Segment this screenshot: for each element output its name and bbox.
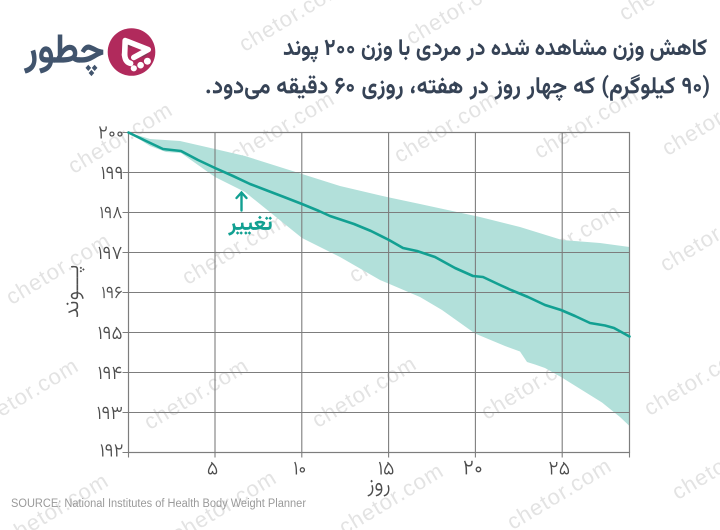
svg-text:SOURCE: National Institutes of: SOURCE: National Institutes of Health Bo… bbox=[11, 498, 306, 510]
